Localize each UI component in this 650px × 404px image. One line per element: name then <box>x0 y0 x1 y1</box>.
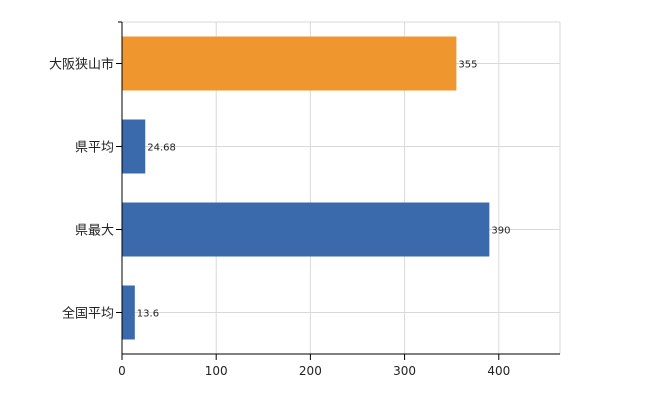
data-label-1: 355 <box>458 60 477 71</box>
axes <box>116 21 560 360</box>
x-tick-label-3: 200 <box>299 364 322 378</box>
x-tick-label-5: 400 <box>487 364 510 378</box>
data-label-3: 390 <box>491 226 510 237</box>
category-label-2: 県平均 <box>75 141 114 156</box>
x-tick-label-2: 100 <box>205 364 228 378</box>
data-label-4: 13.6 <box>137 309 159 320</box>
x-tick-label-4: 300 <box>393 364 416 378</box>
bar-4 <box>122 285 135 340</box>
x-tick-label-1: 0 <box>118 364 126 378</box>
bars <box>122 36 490 340</box>
bar-2 <box>122 119 146 174</box>
category-label-1: 大阪狭山市 <box>49 57 114 73</box>
bar-1 <box>122 36 457 91</box>
data-label-2: 24.68 <box>147 143 176 154</box>
category-label-3: 県最大 <box>75 224 114 239</box>
category-label-4: 全国平均 <box>62 306 114 322</box>
bar-3 <box>122 202 490 257</box>
